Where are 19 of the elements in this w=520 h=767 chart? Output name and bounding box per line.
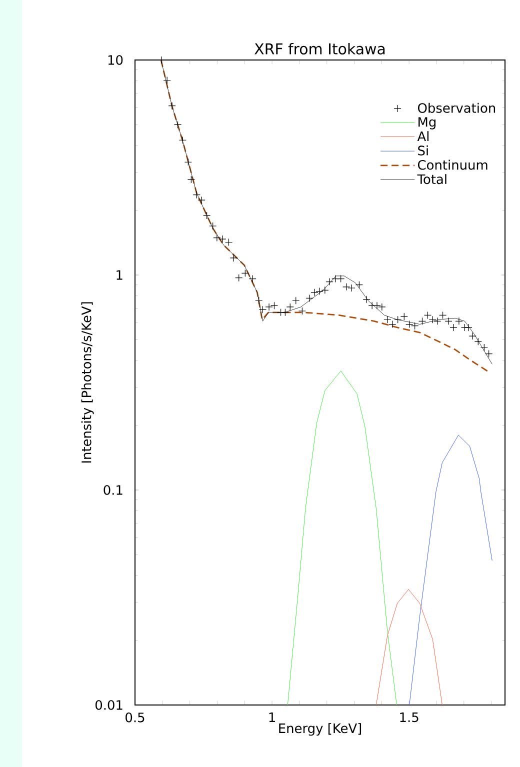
x-tick-label: 0.5 (126, 712, 144, 722)
y-tick-label: 0.1 (104, 485, 122, 495)
line-series (376, 589, 442, 705)
chart-title: XRF from Itokawa (254, 42, 385, 54)
legend-label: Si (418, 145, 428, 156)
x-axis-title: Energy [KeV] (279, 723, 362, 736)
x-tick-label: 1 (269, 712, 275, 722)
legend-label: Mg (418, 117, 436, 130)
legend-label: Observation (418, 102, 496, 113)
x-tick-label: 1.5 (400, 712, 418, 722)
legend-label: Continuum (418, 160, 488, 170)
y-tick-label: 10 (108, 55, 123, 65)
y-tick-label: 1 (116, 270, 122, 280)
legend-label: Al (417, 131, 429, 141)
legend-label: Total (417, 174, 446, 184)
line-series (409, 434, 492, 705)
y-tick-label: 0.01 (96, 700, 122, 710)
y-axis-title: Intensity [Photons/s/KeV] (81, 302, 94, 463)
line-series (287, 370, 397, 705)
